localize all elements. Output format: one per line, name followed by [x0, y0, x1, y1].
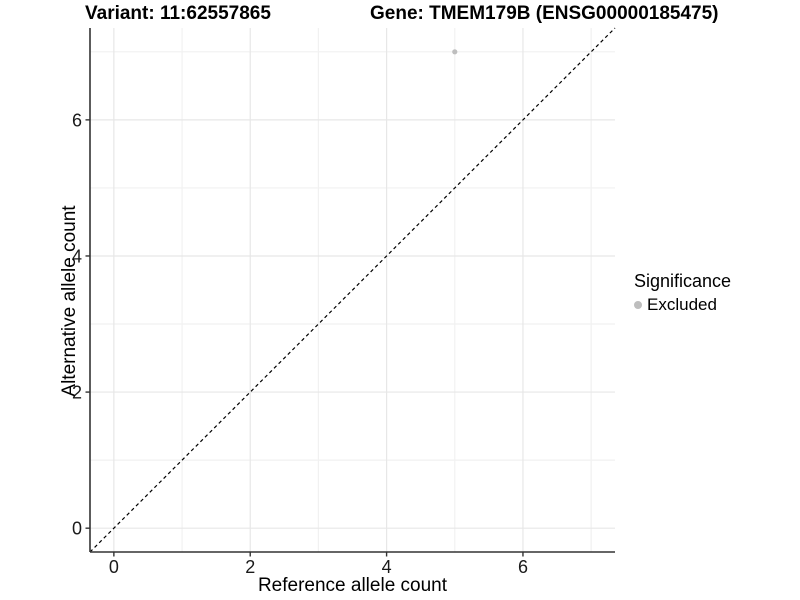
x-tick-label: 2 — [245, 557, 255, 577]
x-tick-label: 4 — [382, 557, 392, 577]
identity-dashed-line — [89, 27, 616, 553]
data-point-excluded — [452, 49, 458, 55]
x-tick-label: 6 — [518, 557, 528, 577]
legend-point-icon — [634, 301, 642, 309]
y-tick-label: 0 — [72, 519, 82, 539]
legend: Significance Excluded — [634, 271, 731, 315]
variant-title: Variant: 11:62557865 — [85, 3, 271, 24]
y-tick-label: 6 — [72, 110, 82, 130]
y-axis-title: Alternative allele count — [59, 205, 80, 397]
x-axis-title: Reference allele count — [257, 575, 448, 596]
legend-item-label: Excluded — [647, 295, 717, 314]
legend-item-excluded: Excluded — [634, 295, 731, 315]
x-tick-label: 0 — [109, 557, 119, 577]
plot-title: Variant: 11:62557865 Gene: TMEM179B (ENS… — [0, 3, 800, 27]
y-tick-label: 4 — [72, 246, 82, 266]
legend-title: Significance — [634, 271, 732, 291]
gene-title: Gene: TMEM179B (ENSG00000185475) — [370, 3, 719, 24]
y-tick-label: 2 — [72, 383, 82, 403]
